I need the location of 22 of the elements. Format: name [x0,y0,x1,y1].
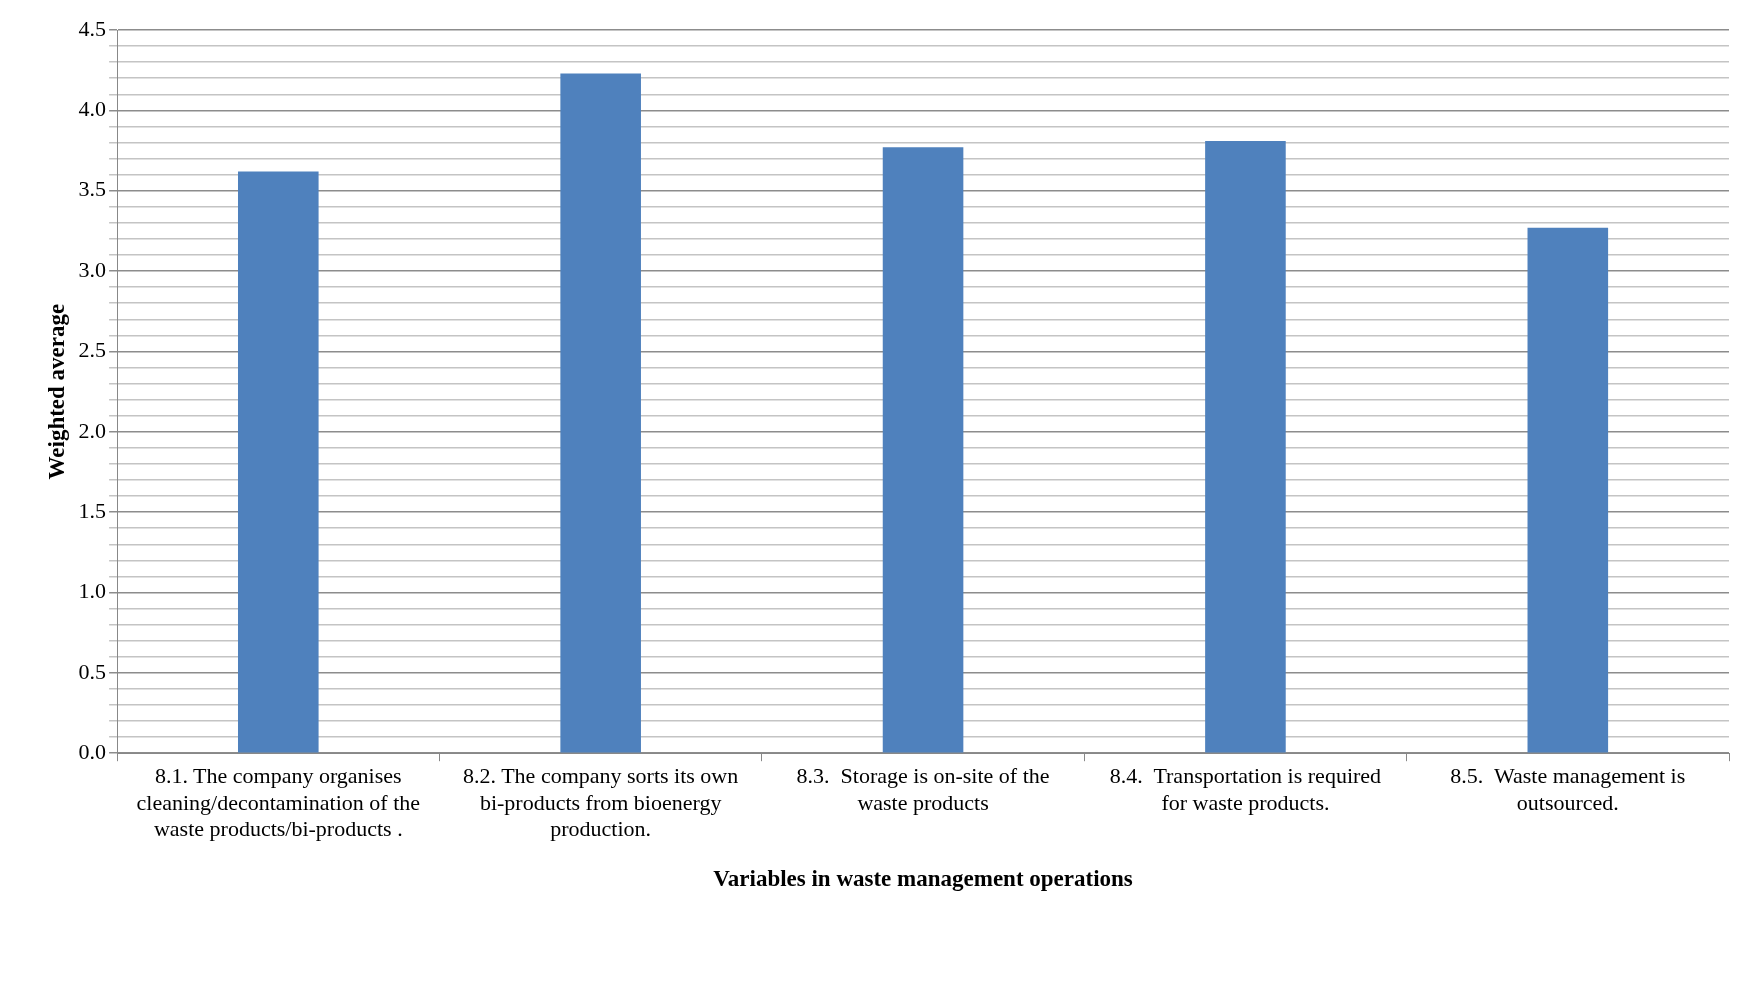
y-tick-label: 2.5 [78,337,107,363]
y-tick-label: 4.0 [78,96,107,122]
y-tick-label: 3.0 [78,256,107,282]
y-tick-label: 1.5 [78,497,107,523]
bar [237,171,319,753]
y-tick-label: 0.5 [78,658,107,684]
bar [1205,140,1286,753]
x-tick-label: 8.3. Storage is on-site of the waste products [796,763,1050,815]
x-axis-title: Variables in waste management operations [713,866,1133,892]
bar [1527,227,1609,753]
bar [882,147,964,753]
x-tick-label: 8.5. Waste management is outsourced. [1450,763,1686,815]
y-axis-title: Weighted average [43,303,69,480]
bar [560,73,641,753]
y-tick-label: 1.0 [78,578,107,604]
x-tick-label: 8.1. The company organises cleaning/decontamination of the waste products/bi-products . [136,763,421,841]
x-tick-label: 8.2. The company sorts its own bi-products from bioenergy production. [463,763,739,841]
y-tick-label: 0.0 [78,738,107,764]
x-tick-label: 8.4. Transportation is required for waste products. [1109,763,1382,815]
y-tick-label: 4.5 [78,15,107,41]
y-tick-label: 3.5 [78,176,107,202]
y-tick-label: 2.0 [78,417,107,443]
